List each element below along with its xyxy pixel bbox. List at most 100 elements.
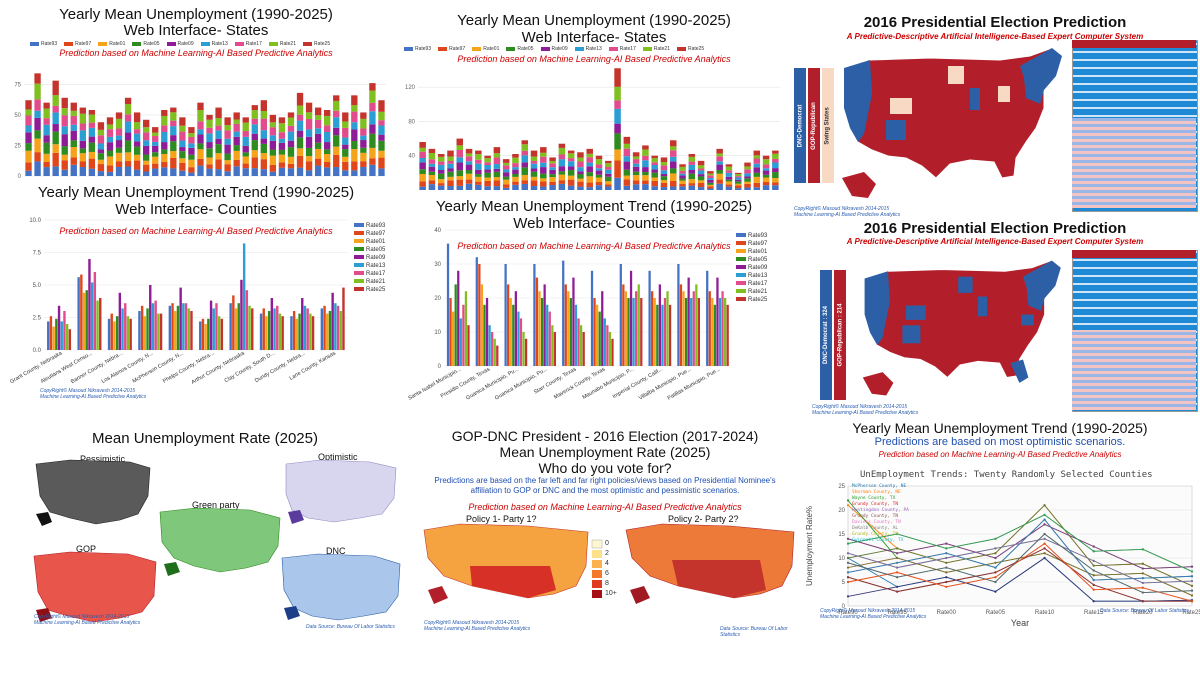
panel-states-unemployment-1: Yearly Mean Unemployment (1990-2025) Web… (0, 0, 392, 182)
panel2-stacked-chart: 40 80 120 (405, 68, 780, 190)
panel6-results-table-lower (1072, 330, 1196, 410)
bar-segment (197, 165, 204, 176)
bar-segment (670, 150, 677, 157)
bar-segment (88, 136, 96, 143)
bar-segment (115, 161, 123, 167)
panel8-legend-swatch-8 (592, 580, 602, 588)
bar-segment (642, 184, 649, 190)
bar-segment (447, 156, 454, 161)
bar-segment (233, 123, 240, 132)
x-tick-label: Santa Isabel Municipio... (407, 366, 462, 401)
trend-point (1092, 600, 1095, 603)
bar-segment (143, 171, 150, 176)
panel9-legend-item: Huntingdon County, PA (852, 508, 909, 513)
y-tick-label: 15 (838, 532, 845, 538)
bar (724, 298, 727, 366)
bar-segment (632, 159, 640, 164)
bar-segment (744, 166, 751, 170)
bar (184, 303, 188, 350)
panel3-map-illinois (970, 88, 980, 110)
bar-segment (342, 137, 349, 145)
bar-segment (179, 158, 186, 163)
bar (262, 308, 265, 350)
panel8-title: GOP-DNC President - 2016 Election (2017-… (451, 428, 759, 444)
bar-segment (251, 140, 258, 151)
bar-segment (124, 104, 132, 115)
y-tick-label: 120 (405, 85, 416, 91)
bar-segment (679, 184, 686, 187)
bar-segment (224, 138, 231, 145)
bar-segment (124, 161, 132, 167)
bar-segment (360, 118, 367, 129)
bar-segment (493, 164, 501, 169)
trend-line (847, 533, 1193, 594)
bar-segment (333, 117, 340, 128)
bar-segment (369, 124, 376, 134)
panel9-legend-item: Grundy County, TN (852, 502, 899, 507)
bar-segment (772, 168, 779, 173)
bar-segment (287, 140, 295, 148)
panel3-gop-label: GOP-Republican (811, 101, 818, 150)
bar-segment (688, 154, 696, 157)
trend-point (1141, 581, 1144, 585)
bar (52, 326, 55, 350)
legend-label: Rate09 (366, 255, 386, 261)
trend-point (896, 547, 899, 550)
bar-segment (25, 150, 32, 163)
legend-swatch (354, 279, 364, 284)
bar-segment (512, 157, 519, 164)
trend-point (896, 590, 899, 593)
panel1-subtitle-line: Web Interface- States (123, 22, 269, 39)
bar-segment (642, 149, 649, 156)
bar-segment (642, 175, 649, 181)
legend-item-rate21: Rate21 (642, 46, 670, 52)
bar-segment (632, 184, 640, 190)
bar (475, 257, 478, 366)
bar-segment (197, 149, 204, 159)
bar (454, 284, 457, 366)
bar (259, 313, 263, 350)
bar-segment (224, 171, 231, 176)
bar-segment (567, 150, 575, 154)
bar-segment (251, 110, 258, 119)
bar-segment (614, 86, 621, 101)
bar-segment (753, 187, 761, 190)
bar-segment (437, 154, 445, 157)
bar-segment (744, 178, 751, 182)
panel5-prediction-note: Prediction based on Machine Learning-AI … (457, 241, 731, 251)
panel9-chart-title: UnEmployment Trends: Twenty Randomly Sel… (860, 470, 1153, 480)
x-tick-label: Los Alamos County, N... (101, 350, 155, 385)
trend-point (1092, 559, 1095, 562)
bar (113, 321, 116, 350)
bar-segment (697, 170, 705, 175)
bar-segment (97, 159, 105, 165)
bar-segment (287, 156, 295, 164)
trend-point (846, 566, 850, 569)
bar (493, 338, 496, 366)
bar-segment (688, 185, 696, 190)
bar-segment (242, 117, 249, 123)
bar (138, 311, 141, 350)
panel-election-prediction-1: 2016 Presidential Election Prediction A … (790, 8, 1200, 220)
panel3-subtitle: A Predictive-Descriptive Artificial Inte… (846, 32, 1144, 41)
bar (697, 298, 701, 366)
panel9-legend-item: Grundy County, TN (852, 532, 899, 537)
bar (229, 303, 232, 350)
bar (209, 300, 213, 350)
bar-segment (88, 122, 96, 128)
bar-segment (224, 125, 231, 131)
bar-segment (25, 100, 32, 110)
panel8-map-policy2-south (672, 560, 766, 598)
bar-segment (456, 185, 464, 190)
bar-segment (206, 164, 213, 169)
bar-segment (278, 167, 286, 176)
trend-point (1092, 578, 1095, 582)
bar-segment (419, 162, 426, 170)
bar (640, 298, 643, 366)
bar (608, 332, 612, 366)
panel3-results-table-header (1072, 40, 1196, 48)
panel-counties-unemployment-1: Yearly Mean Unemployment Trend (1990-202… (0, 182, 392, 402)
bar (687, 277, 690, 366)
trend-point (846, 499, 850, 502)
bar-segment (493, 157, 501, 165)
